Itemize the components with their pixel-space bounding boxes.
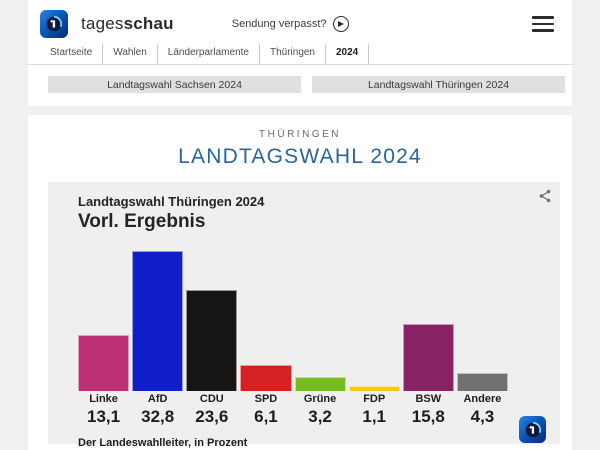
bar-bsw xyxy=(402,324,454,391)
bar-column-spd xyxy=(240,241,292,391)
bar-column-grüne xyxy=(294,241,346,391)
bar-column-linke xyxy=(78,241,130,391)
party-label-andere: Andere xyxy=(463,393,502,405)
breadcrumb-item-länderparlamente[interactable]: Länderparlamente xyxy=(158,44,260,64)
section-gap xyxy=(28,106,572,115)
party-labels-row: Linke AfD CDU SPD Grüne FDP BSW Andere xyxy=(78,391,508,405)
breadcrumb-item-startseite[interactable]: Startseite xyxy=(40,44,104,64)
play-icon xyxy=(332,16,349,32)
bar-column-bsw xyxy=(402,241,454,391)
bar-column-fdp xyxy=(348,241,400,391)
menu-hamburger-icon[interactable] xyxy=(532,12,554,36)
bar-grüne xyxy=(294,377,346,391)
site-header: tagesschau Sendung verpasst? Startseite W… xyxy=(28,0,572,106)
bar-linke xyxy=(78,335,130,391)
bar-cdu xyxy=(186,290,238,391)
chart-source: Der Landeswahlleiter, in Prozent xyxy=(78,437,248,449)
button-landtagswahl-thueringen[interactable]: Landtagswahl Thüringen 2024 xyxy=(312,76,565,93)
breadcrumb-item-thüringen[interactable]: Thüringen xyxy=(260,44,326,64)
share-icon[interactable] xyxy=(538,189,552,203)
party-value-fdp: 1,1 xyxy=(362,407,386,426)
breadcrumb-item-2024[interactable]: 2024 xyxy=(326,44,370,64)
party-value-afd: 32,8 xyxy=(141,407,175,426)
content-column: tagesschau Sendung verpasst? Startseite W… xyxy=(28,0,572,450)
party-value-grüne: 3,2 xyxy=(308,407,332,426)
party-label-afd: AfD xyxy=(147,393,168,405)
party-label-linke: Linke xyxy=(89,393,118,405)
chart-subtitle: Vorl. Ergebnis xyxy=(78,211,206,232)
party-label-fdp: FDP xyxy=(363,393,386,405)
breadcrumb: Startseite Wahlen Länderparlamente Thüringe… xyxy=(28,44,572,65)
breadcrumb-item-wahlen[interactable]: Wahlen xyxy=(103,44,158,64)
party-value-cdu: 23,6 xyxy=(195,407,229,426)
tagesschau-watermark-icon xyxy=(519,416,546,443)
party-label-grüne: Grüne xyxy=(303,393,337,405)
brand-text: tagesschau xyxy=(81,14,174,33)
bar-afd xyxy=(132,251,184,391)
sendung-verpasst-label: Sendung verpasst? xyxy=(231,18,327,30)
result-chart-card: Landtagswahl Thüringen 2024 Vorl. Ergebn… xyxy=(48,182,560,449)
party-value-spd: 6,1 xyxy=(254,407,278,426)
bar-column-afd xyxy=(132,241,184,391)
party-label-bsw: BSW xyxy=(415,393,442,405)
topbar: tagesschau Sendung verpasst? xyxy=(28,6,572,44)
bar-column-andere xyxy=(456,241,508,391)
bar-spd xyxy=(240,365,292,391)
bar-fdp xyxy=(348,386,400,391)
button-landtagswahl-sachsen[interactable]: Landtagswahl Sachsen 2024 xyxy=(48,76,301,93)
party-label-cdu: CDU xyxy=(199,393,224,405)
party-value-andere: 4,3 xyxy=(470,407,495,426)
party-label-spd: SPD xyxy=(254,393,278,405)
tagesschau-logo[interactable]: tagesschau xyxy=(40,10,174,38)
party-value-linke: 13,1 xyxy=(87,407,121,426)
election-switch-row: Landtagswahl Sachsen 2024 Landtagswahl T… xyxy=(28,65,572,106)
chart-title: Landtagswahl Thüringen 2024 xyxy=(78,194,265,209)
bar-column-cdu xyxy=(186,241,238,391)
party-values-row: 13,1 32,8 23,6 6,1 3,2 1,1 15,8 4,3 xyxy=(78,405,508,427)
tagesschau-globe-icon xyxy=(40,10,68,38)
main-section: THÜRINGEN LANDTAGSWAHL 2024 Landtagswahl… xyxy=(28,115,572,450)
region-kicker: THÜRINGEN xyxy=(259,129,341,140)
sendung-verpasst-link[interactable]: Sendung verpasst? xyxy=(232,16,349,32)
bar-chart xyxy=(78,241,508,391)
bar-andere xyxy=(456,373,508,391)
party-value-bsw: 15,8 xyxy=(411,407,445,426)
page-title: LANDTAGSWAHL 2024 xyxy=(178,145,422,168)
